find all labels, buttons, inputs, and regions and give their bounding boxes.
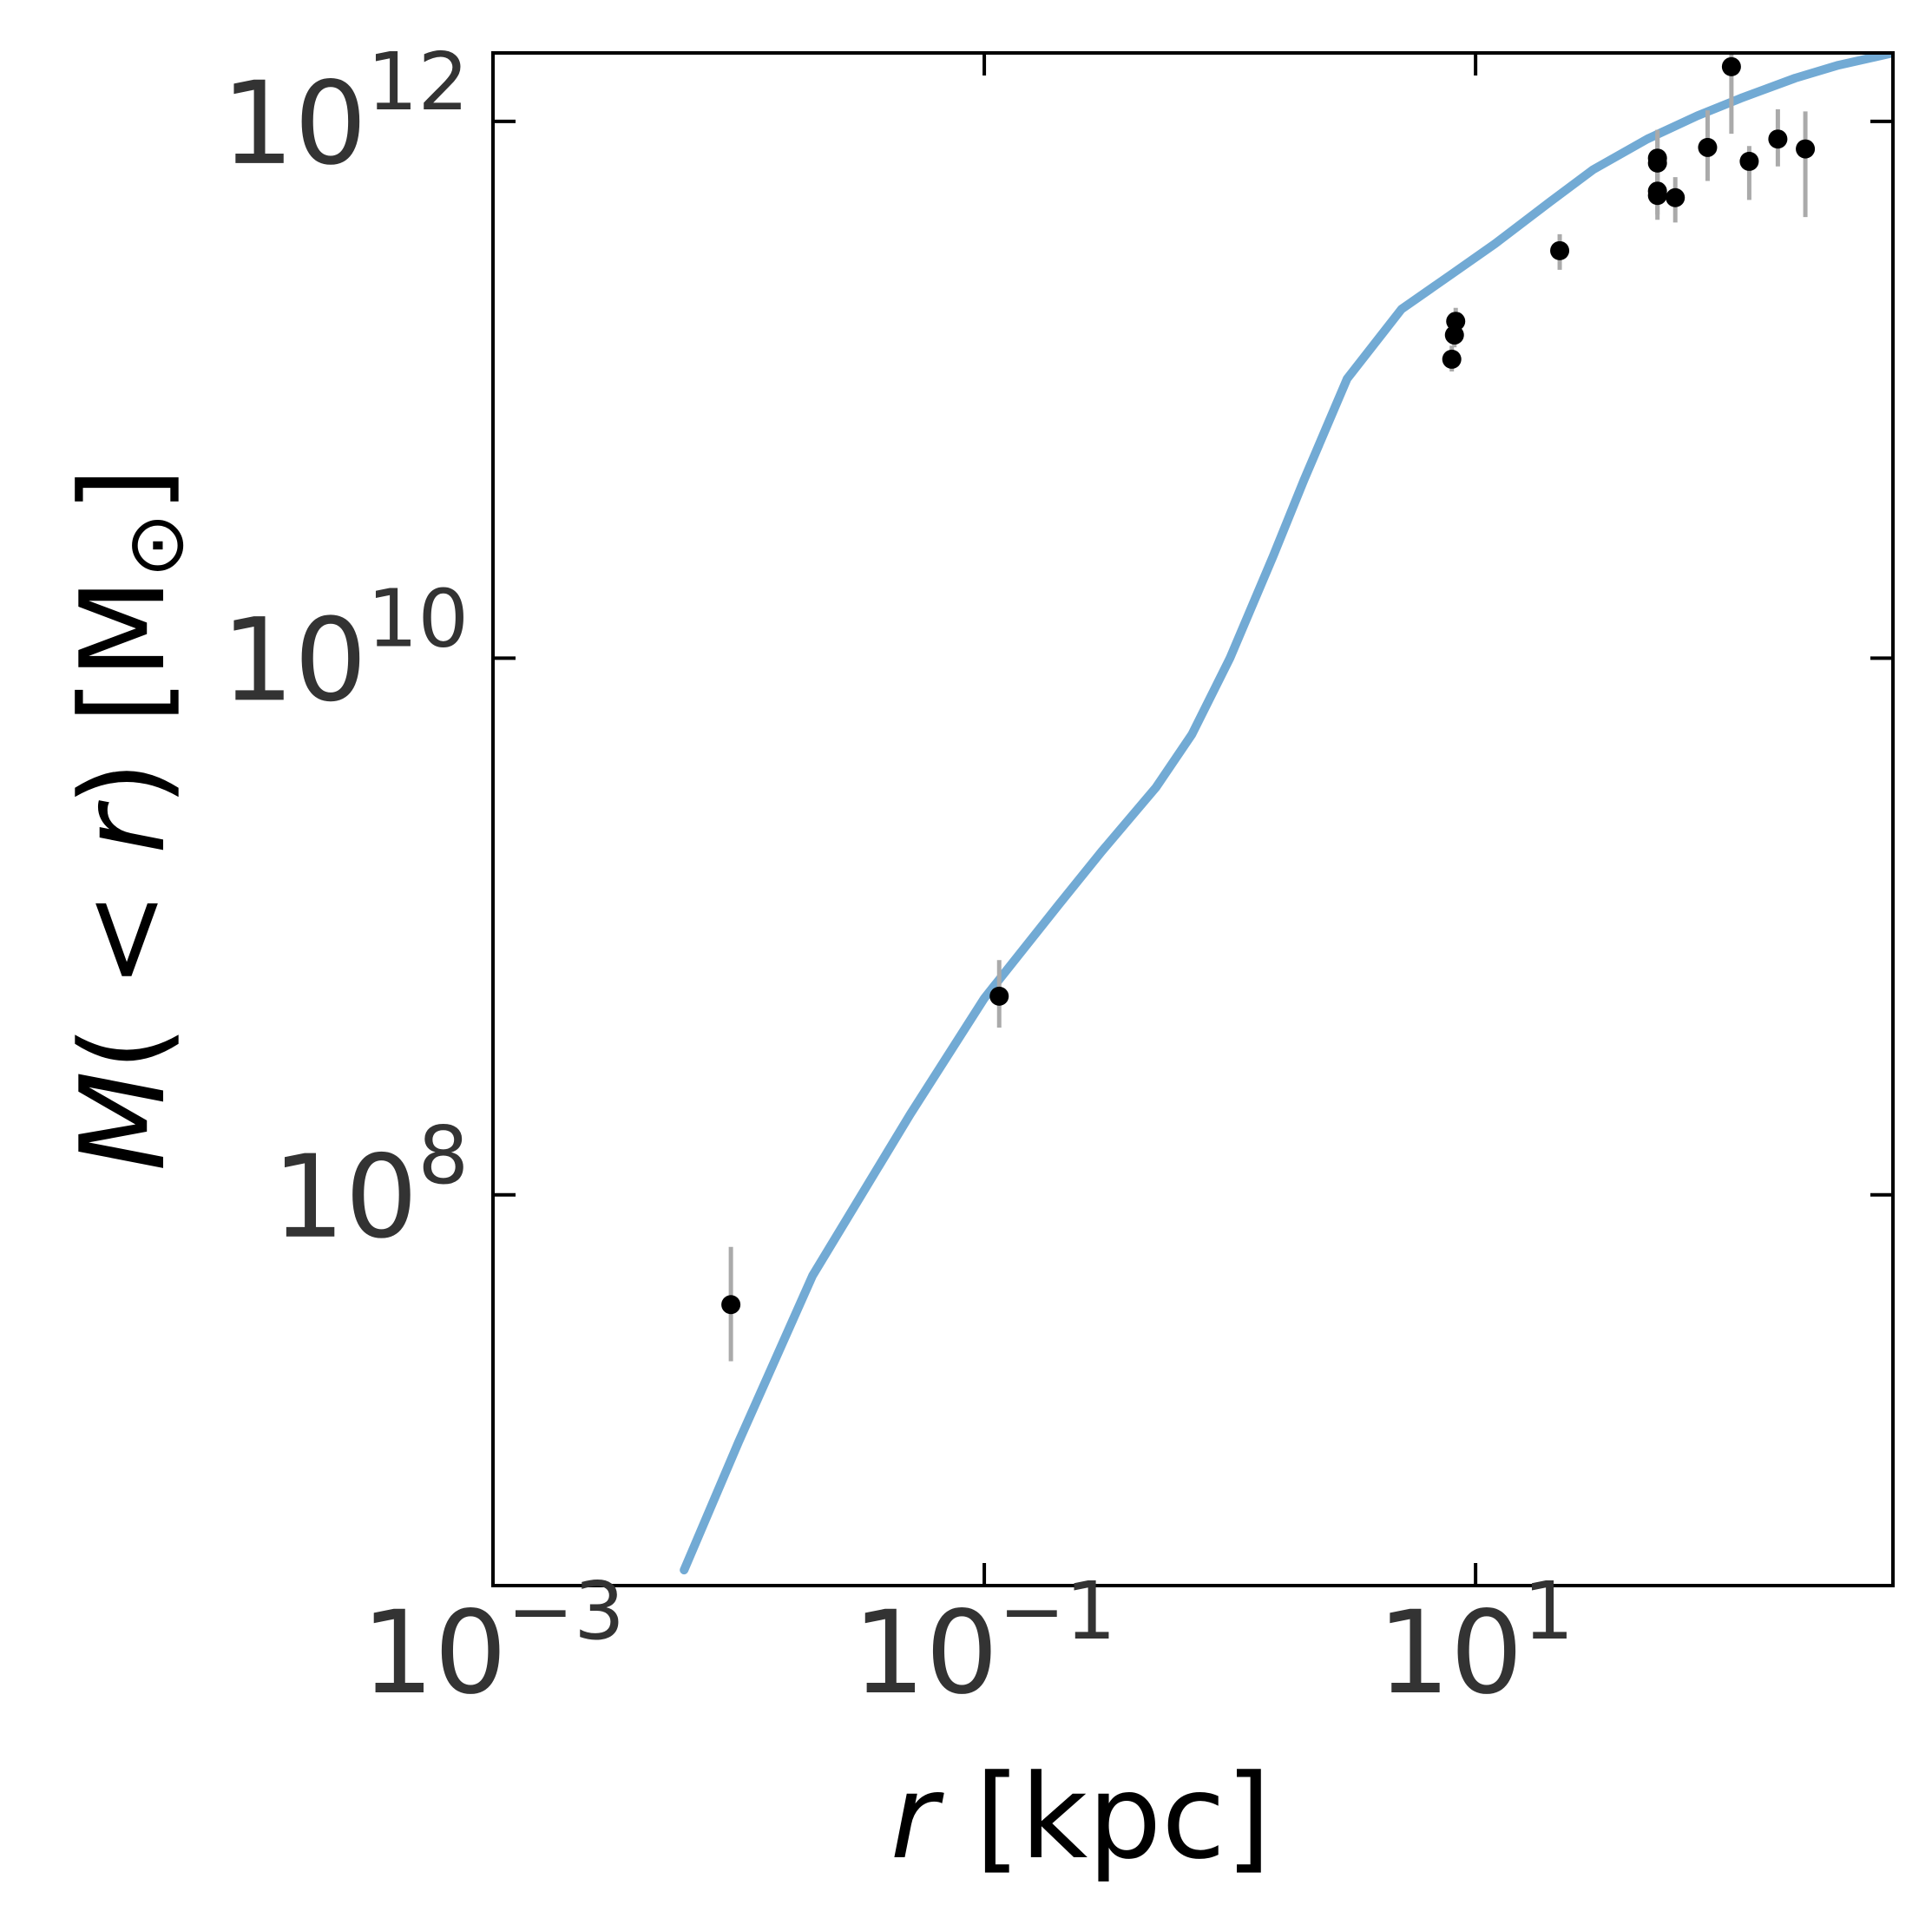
plot-frame (491, 51, 1895, 1587)
x-axis-label: r [kpc] (890, 1750, 1272, 1885)
data-point (1768, 129, 1788, 149)
data-point (1446, 312, 1466, 332)
y-tick-label: 1012 (221, 36, 469, 191)
model-mass-curve (680, 53, 1893, 1575)
data-point (1444, 325, 1464, 345)
y-tick-layer: 108 1010 1012 (221, 36, 1893, 1264)
data-point-layer (721, 56, 1816, 1315)
data-point (1721, 56, 1741, 76)
x-tick-label: 101 (1377, 1565, 1574, 1720)
y-tick-label: 108 (272, 1109, 469, 1264)
errorbar-layer (728, 53, 1808, 1362)
x-tick-layer: 10−3 10−1 101 (361, 53, 1574, 1720)
data-point (1666, 187, 1686, 207)
data-point (721, 1295, 741, 1315)
data-point (1796, 139, 1816, 159)
data-point (1739, 151, 1759, 171)
data-point (1442, 349, 1462, 369)
data-point (1647, 181, 1667, 201)
data-point (1550, 240, 1570, 260)
x-tick-label: 10−1 (852, 1565, 1116, 1720)
y-axis-label: M( < r) [M⊙] (56, 468, 201, 1172)
x-tick-label: 10−3 (361, 1565, 625, 1720)
data-point (1647, 148, 1667, 168)
model-curve-layer (680, 53, 1893, 1575)
data-point (989, 986, 1009, 1006)
data-point (1698, 137, 1718, 157)
y-tick-label: 1010 (221, 572, 469, 727)
